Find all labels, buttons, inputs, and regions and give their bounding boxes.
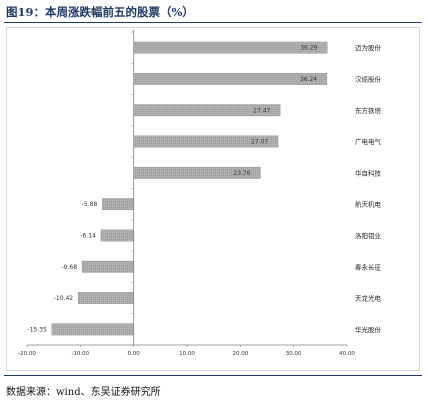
x-tick-label: 0.00 <box>128 351 141 357</box>
bar <box>102 198 134 211</box>
x-tick-label: 10.00 <box>179 351 195 357</box>
value-label: 23.76 <box>233 170 250 177</box>
bar <box>77 292 134 304</box>
source-note: 数据来源：wind、东吴证券研究所 <box>6 387 161 398</box>
value-label: 27.47 <box>253 107 270 114</box>
category-label: 迈为股份 <box>355 43 382 52</box>
chart-frame <box>6 27 420 371</box>
chart-title: 图19：本周涨跌幅前五的股票（%） <box>6 5 194 19</box>
category-label: 华光股份 <box>355 325 382 334</box>
x-tick-label: -20.00 <box>18 351 36 357</box>
value-label: 36.24 <box>300 76 317 83</box>
value-label: -9.68 <box>62 264 78 271</box>
x-tick-label: -10.00 <box>71 351 89 357</box>
title-divider <box>4 22 422 23</box>
category-label: 天龙光电 <box>355 294 382 303</box>
category-label: 春永长征 <box>355 262 382 271</box>
value-label: -15.35 <box>27 326 47 333</box>
x-tick-label: 30.00 <box>286 351 302 357</box>
x-tick-label: 20.00 <box>232 351 248 357</box>
category-label: 东方铁塔 <box>355 106 382 115</box>
value-label: 36.29 <box>300 45 317 52</box>
value-label: 27.07 <box>251 139 268 146</box>
bar <box>81 260 134 273</box>
category-label: 广电电气 <box>355 137 382 146</box>
value-label: -6.14 <box>80 232 96 239</box>
category-label: 汉缆股份 <box>355 74 382 83</box>
category-label: 航天机电 <box>355 200 382 209</box>
x-tick-label: 40.00 <box>339 351 355 357</box>
category-label: 华自科技 <box>355 168 382 177</box>
category-label: 洛阳钼业 <box>355 231 382 240</box>
value-label: -10.42 <box>54 295 74 302</box>
bar <box>133 73 328 85</box>
value-label: -5.88 <box>82 201 98 208</box>
bar <box>51 323 134 336</box>
bar <box>100 229 134 242</box>
bar <box>133 41 328 54</box>
footer-divider <box>4 375 422 376</box>
